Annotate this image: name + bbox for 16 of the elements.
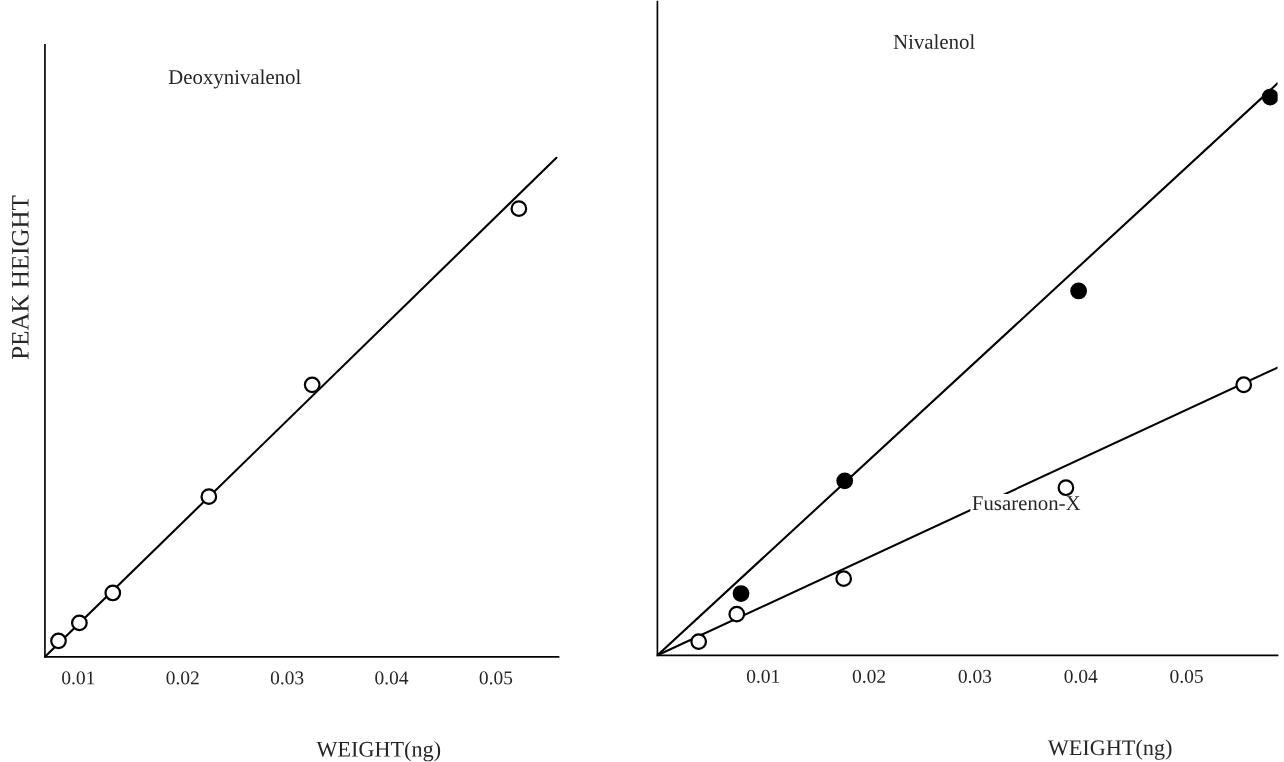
annotation: Fusarenon-X — [972, 496, 1081, 511]
x-tick-label: 0.01 — [62, 671, 95, 685]
x-axis-title: WEIGHT(ng) — [316, 741, 441, 762]
y-axis-title: PEAK HEIGHT — [11, 195, 29, 360]
x-tick-label: 0.05 — [1170, 669, 1203, 683]
chart-title: Nivalenol — [893, 34, 975, 49]
x-axis-title: WEIGHT(ng) — [1047, 739, 1172, 760]
x-tick-label: 0.04 — [1064, 669, 1098, 683]
x-tick-label: 0.04 — [375, 671, 409, 685]
x-tick-label: 0.01 — [746, 669, 780, 683]
x-tick-label: 0.03 — [270, 671, 304, 685]
chart-title: Deoxynivalenol — [168, 69, 301, 89]
x-tick-label: 0.03 — [958, 669, 992, 683]
x-tick-label: 0.02 — [166, 671, 199, 685]
x-tick-label: 0.05 — [479, 671, 513, 685]
x-tick-label: 0.02 — [852, 669, 886, 683]
